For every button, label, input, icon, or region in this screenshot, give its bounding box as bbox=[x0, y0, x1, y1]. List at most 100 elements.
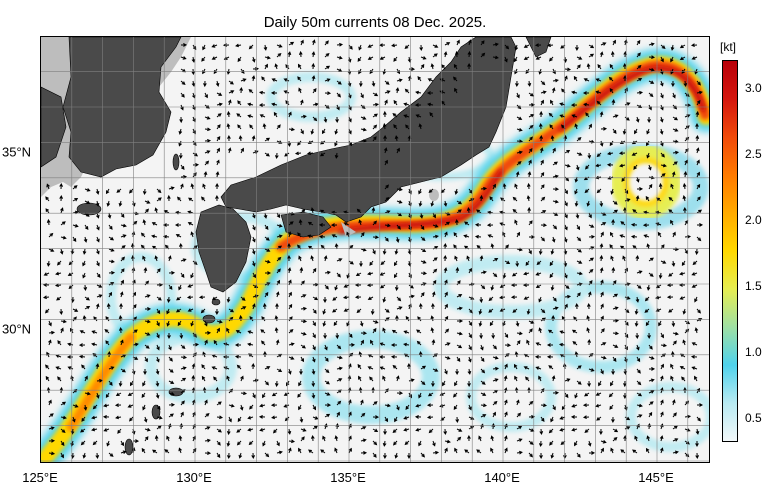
current-arrow bbox=[359, 320, 364, 327]
current-arrow bbox=[528, 103, 536, 107]
current-arrow bbox=[503, 387, 508, 394]
current-arrow bbox=[247, 427, 254, 432]
current-arrow bbox=[540, 403, 548, 408]
current-arrow bbox=[564, 272, 568, 279]
current-arrow bbox=[516, 340, 521, 346]
current-arrow bbox=[82, 248, 87, 255]
current-arrow bbox=[696, 99, 701, 106]
current-arrow bbox=[154, 207, 159, 214]
current-arrow bbox=[683, 80, 688, 88]
current-arrow bbox=[432, 353, 438, 358]
current-arrow bbox=[60, 327, 64, 334]
current-arrow bbox=[236, 440, 242, 446]
current-arrow bbox=[428, 188, 434, 194]
current-arrow bbox=[372, 235, 380, 240]
current-arrow bbox=[420, 63, 425, 70]
current-arrow bbox=[379, 342, 386, 346]
current-arrow bbox=[216, 147, 220, 154]
current-arrow bbox=[55, 366, 62, 370]
current-arrow bbox=[152, 449, 158, 454]
current-arrow bbox=[300, 294, 307, 298]
current-arrow bbox=[288, 111, 292, 118]
current-arrow bbox=[404, 88, 410, 94]
current-arrow bbox=[248, 44, 254, 50]
current-arrow bbox=[504, 411, 508, 418]
current-arrow bbox=[178, 140, 182, 147]
current-arrow bbox=[588, 268, 594, 274]
current-arrow bbox=[168, 391, 175, 396]
current-arrow bbox=[660, 332, 664, 339]
current-arrow bbox=[596, 416, 602, 421]
current-arrow bbox=[564, 67, 572, 72]
current-arrow bbox=[45, 208, 50, 214]
current-arrow bbox=[240, 391, 248, 396]
current-arrow bbox=[204, 150, 211, 154]
current-arrow bbox=[645, 447, 650, 454]
current-arrow bbox=[624, 282, 631, 287]
current-arrow bbox=[168, 356, 173, 362]
current-arrow bbox=[600, 328, 605, 334]
current-arrow bbox=[439, 403, 446, 408]
current-arrow bbox=[528, 159, 532, 166]
current-arrow bbox=[535, 366, 542, 370]
current-arrow bbox=[504, 44, 510, 50]
current-arrow bbox=[696, 196, 701, 202]
current-arrow bbox=[144, 356, 148, 363]
current-arrow bbox=[118, 380, 123, 387]
current-arrow bbox=[336, 272, 341, 278]
current-arrow bbox=[540, 416, 545, 422]
current-arrow bbox=[324, 40, 329, 46]
current-arrow bbox=[696, 318, 703, 322]
current-arrow bbox=[227, 99, 232, 106]
current-arrow bbox=[96, 272, 101, 278]
current-arrow bbox=[334, 284, 338, 291]
current-arrow bbox=[538, 375, 542, 382]
current-arrow bbox=[525, 260, 530, 266]
current-arrow bbox=[103, 428, 110, 432]
current-arrow bbox=[272, 428, 278, 434]
current-arrow bbox=[504, 332, 509, 339]
current-arrow bbox=[120, 368, 126, 373]
current-arrow bbox=[682, 182, 687, 190]
current-arrow bbox=[59, 194, 64, 202]
current-arrow bbox=[610, 447, 614, 454]
current-arrow bbox=[249, 124, 254, 130]
current-arrow bbox=[599, 428, 603, 436]
current-arrow bbox=[648, 356, 655, 360]
colorbar-tick-1.5: 1.5 bbox=[745, 279, 762, 293]
current-arrow bbox=[514, 44, 519, 51]
current-arrow bbox=[499, 295, 506, 300]
current-arrow bbox=[444, 291, 448, 298]
current-arrow bbox=[390, 354, 398, 359]
current-arrow bbox=[275, 291, 280, 298]
current-arrow bbox=[564, 188, 568, 195]
current-arrow bbox=[684, 159, 688, 166]
current-arrow bbox=[300, 436, 305, 442]
current-arrow bbox=[300, 356, 305, 363]
current-arrow bbox=[331, 234, 338, 238]
current-arrow bbox=[681, 68, 686, 74]
current-arrow bbox=[394, 135, 399, 142]
current-arrow bbox=[672, 116, 679, 121]
current-arrow bbox=[418, 123, 423, 130]
current-arrow bbox=[238, 314, 243, 322]
current-arrow bbox=[287, 267, 292, 274]
current-arrow bbox=[576, 224, 581, 231]
colorbar-tick-2.0: 2.0 bbox=[745, 213, 762, 227]
current-arrow bbox=[84, 391, 91, 396]
current-arrow bbox=[563, 236, 568, 243]
current-arrow bbox=[143, 416, 148, 423]
current-arrow bbox=[464, 221, 470, 226]
current-arrow bbox=[129, 380, 134, 387]
current-map[interactable] bbox=[40, 36, 710, 463]
current-arrow bbox=[105, 316, 110, 322]
current-arrow bbox=[360, 399, 364, 406]
current-arrow bbox=[432, 53, 438, 58]
current-arrow bbox=[168, 368, 174, 373]
current-arrow bbox=[200, 308, 206, 314]
current-arrow bbox=[595, 78, 602, 82]
current-arrow bbox=[552, 199, 559, 204]
current-arrow bbox=[395, 87, 400, 94]
current-arrow bbox=[54, 283, 62, 288]
current-arrow bbox=[211, 44, 218, 48]
